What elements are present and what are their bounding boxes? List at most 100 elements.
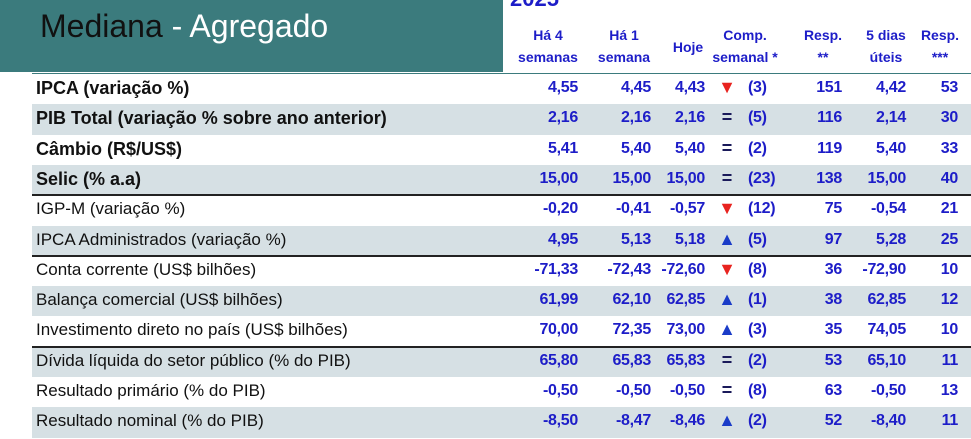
title-sub: - Agregado: [171, 8, 329, 44]
five-days-cell: 62,85: [867, 291, 906, 309]
value-cell: 5,40: [675, 139, 705, 157]
row-label: IPCA Administrados (variação %): [36, 229, 287, 249]
value-cell: -71,33: [534, 260, 578, 278]
row-band: [32, 286, 971, 317]
column-header: ***: [931, 49, 949, 65]
value-cell: 65,80: [539, 351, 578, 369]
resp3-cell: 33: [940, 139, 959, 157]
column-header: semanal *: [712, 49, 778, 65]
five-days-cell: -72,90: [862, 260, 906, 278]
value-cell: 4,45: [621, 79, 651, 96]
value-cell: 5,13: [621, 230, 651, 248]
column-header: Há 4: [533, 27, 563, 43]
resp-cell: 97: [824, 230, 843, 248]
title: Mediana - Agregado: [40, 8, 328, 45]
value-cell: 65,83: [666, 351, 705, 369]
trend-count: (12): [748, 200, 776, 218]
trend-count: (2): [748, 412, 767, 430]
resp3-cell: 25: [940, 230, 959, 248]
resp-cell: 151: [816, 79, 842, 96]
trend-count: (1): [748, 291, 767, 309]
resp3-cell: 21: [940, 200, 959, 218]
trend-count: (3): [748, 79, 767, 96]
resp3-cell: 13: [940, 382, 959, 399]
trend-symbol: ▲: [718, 289, 736, 310]
row-label: IPCA (variação %): [36, 78, 190, 98]
row-band: [32, 407, 971, 438]
value-cell: -0,41: [616, 200, 651, 218]
trend-symbol: =: [721, 167, 733, 188]
value-cell: 5,18: [675, 230, 705, 248]
title-band: [0, 0, 503, 72]
column-header: 5 dias: [866, 27, 906, 43]
resp-cell: 138: [816, 169, 842, 187]
column-header: **: [817, 49, 829, 65]
five-days-cell: -8,40: [871, 412, 906, 430]
resp-cell: 53: [824, 351, 843, 369]
row-separator: [32, 194, 971, 197]
value-cell: 62,85: [666, 291, 705, 309]
trend-symbol: =: [721, 349, 733, 370]
resp-cell: 35: [824, 321, 843, 339]
value-cell: -72,60: [661, 260, 705, 278]
value-cell: 62,10: [612, 291, 651, 309]
header-rule: [32, 73, 971, 74]
value-cell: 65,83: [612, 351, 651, 369]
trend-symbol: ▼: [718, 77, 736, 97]
row-separator: [32, 345, 971, 348]
trend-symbol: ▲: [718, 319, 736, 340]
resp3-cell: 53: [940, 79, 959, 96]
value-cell: 4,95: [548, 230, 578, 248]
trend-symbol: ▼: [718, 258, 736, 279]
row-label: Câmbio (R$/US$): [36, 138, 183, 159]
trend-count: (8): [748, 382, 767, 399]
resp-cell: 63: [824, 382, 843, 399]
trend-count: (2): [748, 139, 767, 157]
resp3-cell: 10: [940, 260, 959, 278]
title-main: Mediana: [40, 8, 163, 44]
column-header: Há 1: [609, 27, 639, 43]
trend-symbol: =: [721, 380, 733, 400]
trend-count: (3): [748, 321, 767, 339]
value-cell: 5,41: [548, 139, 578, 157]
trend-symbol: =: [721, 137, 733, 158]
value-cell: 72,35: [612, 321, 651, 339]
value-cell: -0,20: [543, 200, 578, 218]
value-cell: 5,40: [621, 139, 651, 157]
five-days-cell: -0,50: [871, 382, 906, 399]
row-label: Resultado primário (% do PIB): [36, 381, 266, 400]
trend-symbol: =: [721, 107, 733, 128]
value-cell: -8,50: [543, 412, 578, 430]
row-label: Selic (% a.a): [36, 168, 142, 189]
resp-cell: 116: [817, 109, 842, 127]
column-header: úteis: [869, 49, 903, 65]
resp3-cell: 11: [941, 412, 959, 430]
five-days-cell: 5,40: [876, 139, 906, 157]
trend-count: (2): [748, 351, 767, 369]
row-label: PIB Total (variação % sobre ano anterior…: [36, 108, 387, 129]
column-header: Comp.: [723, 27, 767, 43]
row-separator: [32, 254, 971, 257]
trend-symbol: ▲: [718, 410, 736, 431]
resp3-cell: 40: [940, 169, 959, 187]
trend-symbol: ▲: [718, 228, 736, 249]
value-cell: -72,43: [607, 260, 651, 278]
five-days-cell: 4,42: [876, 79, 906, 96]
value-cell: 4,55: [548, 79, 578, 96]
row-band: [32, 164, 971, 196]
row-band: [32, 225, 971, 256]
value-cell: 4,43: [675, 79, 705, 96]
resp3-cell: 11: [941, 351, 959, 369]
resp3-cell: 30: [940, 109, 959, 127]
row-band: [32, 104, 971, 135]
resp-cell: 38: [824, 291, 843, 309]
five-days-cell: 15,00: [867, 169, 906, 187]
year: 2025: [510, 0, 559, 12]
resp-cell: 75: [824, 200, 843, 218]
column-header: semanas: [518, 49, 578, 65]
five-days-cell: 5,28: [876, 230, 906, 248]
value-cell: -8,47: [616, 412, 651, 430]
row-label: Investimento direto no país (US$ bilhões…: [36, 320, 348, 340]
value-cell: -0,50: [616, 382, 651, 399]
row-label: Dívida líquida do setor público (% do PI…: [36, 350, 351, 370]
